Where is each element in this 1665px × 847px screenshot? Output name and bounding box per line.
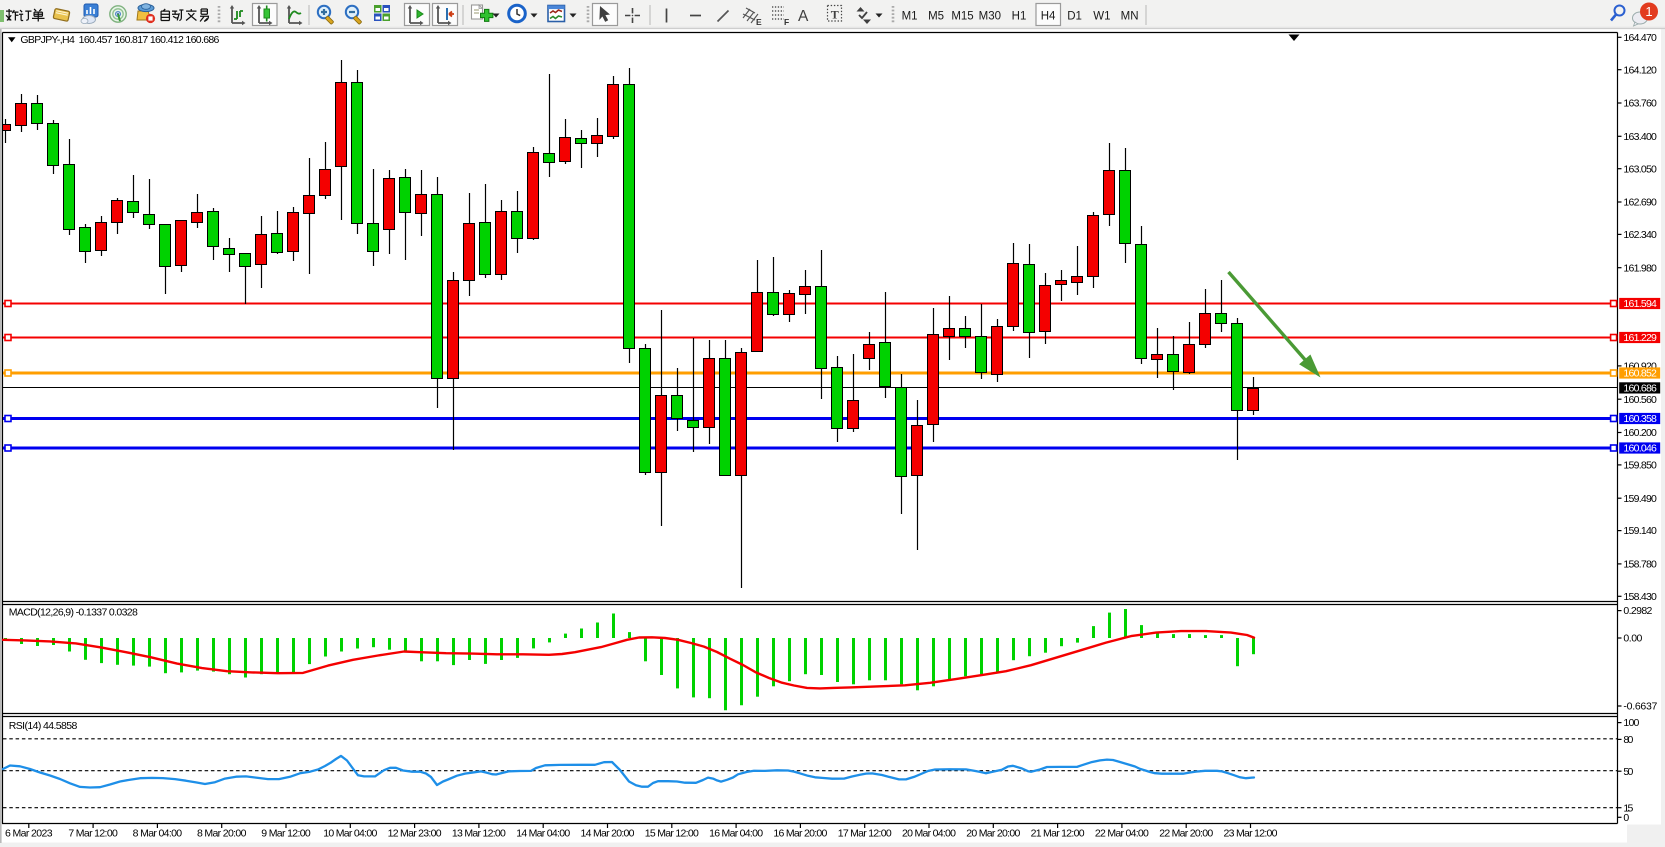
svg-text:-0.6637: -0.6637 [1623, 701, 1657, 713]
svg-text:23 Mar 12:00: 23 Mar 12:00 [1224, 828, 1278, 840]
svg-text:21 Mar 12:00: 21 Mar 12:00 [1031, 828, 1085, 840]
svg-text:162.340: 162.340 [1623, 229, 1657, 241]
svg-text:12 Mar 23:00: 12 Mar 23:00 [388, 828, 442, 840]
svg-text:16 Mar 04:00: 16 Mar 04:00 [709, 828, 763, 840]
svg-text:0.00: 0.00 [1623, 633, 1642, 645]
svg-text:163.400: 163.400 [1623, 131, 1657, 143]
svg-text:14 Mar 20:00: 14 Mar 20:00 [581, 828, 635, 840]
svg-text:H1: H1 [1012, 11, 1027, 23]
svg-text:160.560: 160.560 [1623, 394, 1657, 406]
svg-text:22 Mar 04:00: 22 Mar 04:00 [1095, 828, 1149, 840]
svg-text:M30: M30 [979, 11, 1001, 23]
svg-text:163.050: 163.050 [1623, 163, 1657, 175]
svg-text:158.780: 158.780 [1623, 559, 1657, 571]
svg-text:MACD(12,26,9) -0.1337 0.0328: MACD(12,26,9) -0.1337 0.0328 [9, 607, 138, 619]
svg-text:159.140: 159.140 [1623, 525, 1657, 537]
svg-text:7 Mar 12:00: 7 Mar 12:00 [68, 828, 118, 840]
svg-text:160.852: 160.852 [1623, 368, 1657, 380]
svg-text:M5: M5 [928, 11, 944, 23]
svg-text:17 Mar 12:00: 17 Mar 12:00 [838, 828, 892, 840]
svg-text:100: 100 [1623, 717, 1639, 729]
svg-text:22 Mar 20:00: 22 Mar 20:00 [1159, 828, 1213, 840]
svg-text:14 Mar 04:00: 14 Mar 04:00 [516, 828, 570, 840]
svg-text:9 Mar 12:00: 9 Mar 12:00 [261, 828, 311, 840]
svg-text:RSI(14) 44.5858: RSI(14) 44.5858 [9, 720, 78, 732]
svg-text:159.490: 159.490 [1623, 493, 1657, 505]
svg-text:160.686: 160.686 [1623, 383, 1657, 395]
svg-text:T: T [831, 8, 839, 22]
svg-text:162.690: 162.690 [1623, 197, 1657, 209]
svg-text:158.430: 158.430 [1623, 591, 1657, 603]
svg-text:160.200: 160.200 [1623, 427, 1657, 439]
svg-text:159.850: 159.850 [1623, 460, 1657, 472]
svg-text:0: 0 [1623, 812, 1629, 824]
svg-text:GBPJPY-,H4 160.457 160.817 16: GBPJPY-,H4 160.457 160.817 160.412 160.6… [20, 34, 219, 46]
svg-text:A: A [798, 8, 809, 25]
svg-text:D1: D1 [1067, 11, 1082, 23]
svg-text:10 Mar 04:00: 10 Mar 04:00 [323, 828, 377, 840]
svg-text:1: 1 [1645, 4, 1652, 19]
svg-text:160.046: 160.046 [1623, 443, 1657, 455]
svg-text:20 Mar 04:00: 20 Mar 04:00 [902, 828, 956, 840]
svg-text:M1: M1 [902, 11, 918, 23]
svg-text:16 Mar 20:00: 16 Mar 20:00 [773, 828, 827, 840]
svg-text:15 Mar 12:00: 15 Mar 12:00 [645, 828, 699, 840]
svg-text:15: 15 [1623, 802, 1633, 814]
svg-text:161.229: 161.229 [1623, 332, 1657, 344]
svg-text:8 Mar 20:00: 8 Mar 20:00 [197, 828, 247, 840]
svg-text:M15: M15 [951, 11, 973, 23]
svg-text:20 Mar 20:00: 20 Mar 20:00 [966, 828, 1020, 840]
svg-text:161.594: 161.594 [1623, 298, 1657, 310]
svg-text:80: 80 [1623, 734, 1633, 746]
svg-text:0.2982: 0.2982 [1623, 605, 1652, 617]
svg-text:160.358: 160.358 [1623, 413, 1657, 425]
svg-text:MN: MN [1121, 11, 1139, 23]
svg-text:F: F [784, 17, 789, 27]
svg-text:163.760: 163.760 [1623, 98, 1657, 110]
svg-text:161.980: 161.980 [1623, 262, 1657, 274]
svg-text:164.120: 164.120 [1623, 64, 1657, 76]
svg-text:164.470: 164.470 [1623, 32, 1657, 44]
svg-text:E: E [756, 17, 762, 27]
svg-text:6 Mar 2023: 6 Mar 2023 [5, 828, 53, 840]
svg-text:13 Mar 12:00: 13 Mar 12:00 [452, 828, 506, 840]
svg-text:8 Mar 04:00: 8 Mar 04:00 [133, 828, 183, 840]
svg-text:50: 50 [1623, 766, 1633, 778]
svg-text:W1: W1 [1093, 11, 1110, 23]
svg-text:H4: H4 [1041, 11, 1056, 23]
